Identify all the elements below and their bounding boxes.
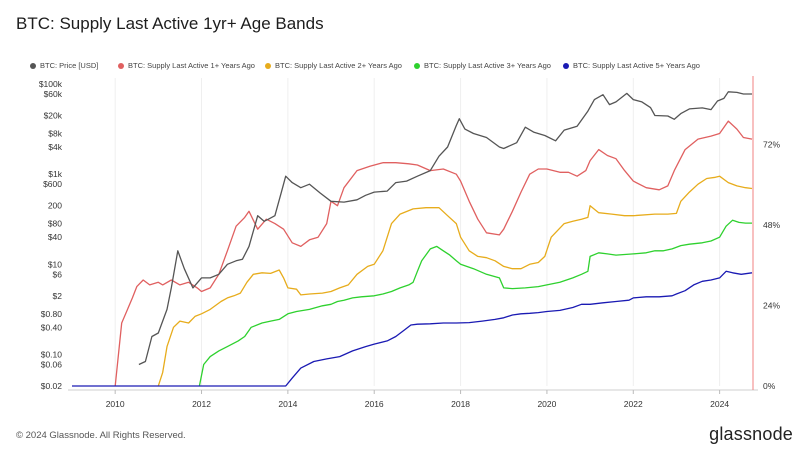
y-left-tick-label: $40 [48, 232, 62, 242]
legend-marker [265, 62, 271, 69]
x-tick-label-2012: 2012 [192, 399, 211, 409]
x-tick-label-2020: 2020 [537, 399, 556, 409]
series-1yr-line [114, 120, 753, 387]
y-left-tick-label: $600 [43, 179, 62, 189]
y-right-tick-label: 72% [763, 139, 780, 149]
legend-label: BTC: Supply Last Active 5+ Years Ago [573, 61, 700, 70]
y-left-tick-label: $10 [48, 259, 62, 269]
legend-marker [563, 62, 569, 69]
y-left-tick-label: 200 [48, 201, 62, 211]
legend-marker [118, 62, 124, 69]
x-tick-label-2018: 2018 [451, 399, 470, 409]
y-left-tick-label: $100k [39, 79, 63, 89]
y-left-tick-label: $60k [44, 89, 63, 99]
x-tick-label-2016: 2016 [365, 399, 384, 409]
y-right-tick-label: 24% [763, 300, 780, 310]
y-left-tick-label: $4k [48, 142, 62, 152]
legend-item-3yr[interactable]: BTC: Supply Last Active 3+ Years Ago [414, 61, 551, 70]
y-left-tick-label: $2 [53, 291, 63, 301]
y-left-tick-label: $0.40 [41, 322, 63, 332]
legend-label: BTC: Supply Last Active 3+ Years Ago [424, 61, 551, 70]
y-left-tick-label: $0.02 [41, 381, 63, 391]
legend-label: BTC: Supply Last Active 2+ Years Ago [275, 61, 402, 70]
legend-item-price[interactable]: BTC: Price [USD] [30, 61, 98, 70]
legend-label: BTC: Price [USD] [40, 61, 99, 70]
y-right-tick-label: 0% [763, 381, 776, 391]
y-left-tick-label: $80 [48, 219, 62, 229]
legend-item-1yr[interactable]: BTC: Supply Last Active 1+ Years Ago [118, 61, 255, 70]
y-left-tick-label: $20k [44, 111, 63, 121]
copyright-text: © 2024 Glassnode. All Rights Reserved. [16, 430, 186, 441]
y-left-tick-label: $1k [48, 169, 62, 179]
chart-title: BTC: Supply Last Active 1yr+ Age Bands [16, 14, 324, 33]
series-price-line [138, 91, 752, 366]
x-tick-label-2014: 2014 [278, 399, 297, 409]
legend-label: BTC: Supply Last Active 1+ Years Ago [128, 61, 255, 70]
legend-item-5yr[interactable]: BTC: Supply Last Active 5+ Years Ago [563, 61, 700, 70]
x-tick-label-2022: 2022 [624, 399, 643, 409]
brand-logo: glassnode [709, 424, 793, 444]
legend-marker [30, 62, 36, 69]
series-5yr-line [72, 270, 753, 387]
x-tick-label-2010: 2010 [106, 399, 125, 409]
y-left-tick-label: $0.06 [41, 359, 63, 369]
y-left-tick-label: $8k [48, 128, 62, 138]
y-right-tick-label: 48% [763, 220, 780, 230]
legend-marker [414, 62, 420, 69]
legend-item-2yr[interactable]: BTC: Supply Last Active 2+ Years Ago [265, 61, 402, 70]
y-left-tick-label: $0.10 [41, 349, 63, 359]
series-2yr-line [157, 175, 753, 387]
y-left-tick-label: $6 [53, 269, 63, 279]
x-tick-label-2024: 2024 [710, 399, 729, 409]
y-left-tick-label: $0.80 [41, 309, 63, 319]
series-3yr-line [198, 219, 752, 387]
